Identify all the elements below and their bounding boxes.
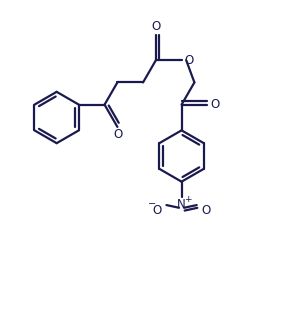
Text: O: O bbox=[211, 98, 220, 111]
Text: O: O bbox=[185, 54, 194, 67]
Text: O: O bbox=[201, 204, 211, 217]
Text: N: N bbox=[177, 198, 186, 211]
Text: −: − bbox=[148, 199, 156, 209]
Text: O: O bbox=[153, 204, 162, 217]
Text: O: O bbox=[151, 20, 160, 33]
Text: O: O bbox=[114, 128, 123, 141]
Text: +: + bbox=[184, 195, 191, 204]
